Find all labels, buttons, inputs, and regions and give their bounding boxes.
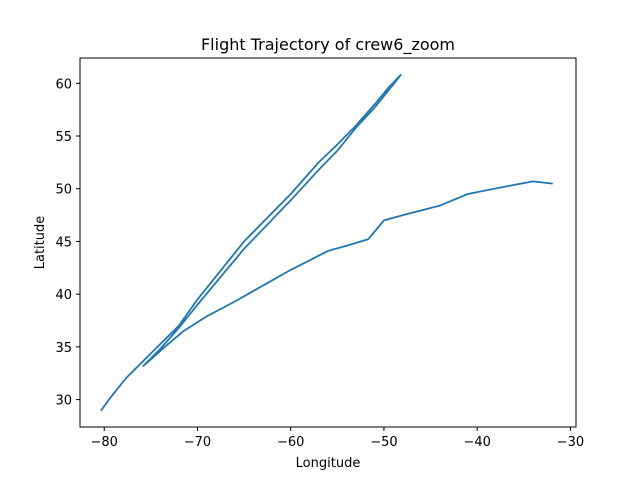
x-tick-label: −60 [277, 435, 304, 450]
x-tick-label: −40 [463, 435, 490, 450]
y-tick-label: 35 [55, 341, 72, 356]
y-axis-ticks: 30 35 40 45 50 55 60 [55, 77, 80, 409]
y-axis-label: Latitude [33, 216, 48, 270]
series-layer [100, 74, 553, 412]
y-tick-label: 40 [55, 288, 72, 303]
trajectory-line-0 [100, 74, 553, 412]
x-axis-ticks: −80 −70 −60 −50 −40 −30 [91, 427, 584, 450]
y-tick-label: 55 [55, 130, 72, 145]
x-tick-label: −50 [370, 435, 397, 450]
x-tick-label: −80 [91, 435, 118, 450]
x-tick-label: −30 [557, 435, 584, 450]
plot-area [79, 57, 577, 428]
axes-frame [79, 57, 577, 428]
y-tick-label: 30 [55, 394, 72, 409]
y-tick-label: 50 [55, 183, 72, 198]
x-tick-label: −70 [184, 435, 211, 450]
x-axis-label: Longitude [296, 456, 361, 471]
y-tick-label: 60 [55, 77, 72, 92]
chart-title: Flight Trajectory of crew6_zoom [201, 35, 455, 55]
y-tick-label: 45 [55, 235, 72, 250]
